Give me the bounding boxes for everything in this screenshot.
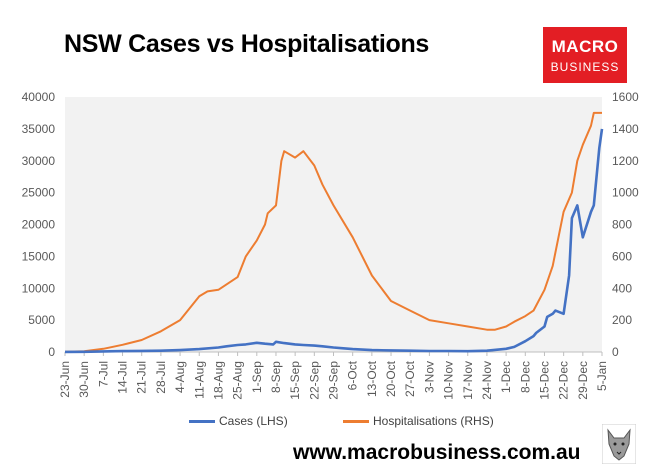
right-tick-label: 1400 (612, 122, 639, 136)
right-axis-ticks: 0 200 400 600 800 1000 1200 1400 1600 (612, 90, 639, 359)
x-tick-label: 4-Aug (173, 361, 187, 393)
left-tick-label: 0 (48, 345, 55, 359)
x-tick-label: 1-Sep (250, 361, 264, 393)
series-line-hospitalisations (64, 111, 602, 353)
legend-label-cases: Cases (LHS) (219, 414, 288, 428)
right-tick-label: 1200 (612, 154, 639, 168)
logo-line-2: BUSINESS (550, 60, 620, 74)
left-tick-label: 30000 (22, 154, 56, 168)
x-tick-label: 21-Jul (135, 361, 149, 394)
x-tick-label: 11-Aug (192, 361, 206, 399)
left-tick-label: 35000 (22, 122, 56, 136)
x-tick-label: 29-Sep (327, 361, 341, 400)
right-tick-label: 1600 (612, 90, 639, 104)
left-tick-label: 15000 (22, 249, 56, 263)
legend-swatch-hospitalisations (343, 420, 369, 424)
x-tick-label: 29-Dec (576, 361, 590, 400)
x-tick-label: 24-Nov (480, 361, 494, 400)
x-tick-label: 25-Aug (231, 361, 245, 400)
x-tick-label: 15-Dec (537, 361, 551, 400)
x-tick-label: 30-Jun (77, 361, 91, 398)
x-axis-ticks: 23-Jun 30-Jun 7-Jul 14-Jul 21-Jul 28-Jul 4-Aug… (58, 352, 609, 400)
right-tick-label: 200 (612, 313, 632, 327)
right-tick-label: 800 (612, 218, 632, 232)
wolf-logo-icon (602, 424, 636, 464)
chart-title: NSW Cases vs Hospitalisations (64, 30, 430, 58)
x-tick-label: 22-Dec (557, 361, 571, 400)
x-tick-label: 1-Dec (499, 361, 513, 393)
series-layer (64, 111, 604, 354)
x-tick-label: 8-Sep (269, 361, 283, 393)
x-tick-label: 6-Oct (346, 360, 360, 390)
x-tick-label: 23-Jun (58, 361, 72, 398)
x-tick-label: 10-Nov (442, 361, 456, 400)
logo-line-1: MACRO (551, 37, 619, 56)
x-tick-label: 20-Oct (384, 360, 398, 397)
x-tick-label: 17-Nov (461, 361, 475, 400)
legend-label-hospitalisations: Hospitalisations (RHS) (373, 414, 494, 428)
x-tick-label: 7-Jul (96, 361, 110, 387)
x-tick-label: 13-Oct (365, 360, 379, 397)
series-line-cases (64, 128, 604, 354)
x-tick-label: 5-Jan (595, 361, 609, 391)
left-tick-label: 40000 (22, 90, 56, 104)
legend-swatch-cases (189, 420, 215, 424)
plot-area (65, 97, 602, 352)
legend-cases: Cases (LHS) (189, 414, 288, 428)
left-tick-label: 5000 (28, 313, 55, 327)
left-tick-label: 25000 (22, 186, 56, 200)
right-tick-label: 0 (612, 345, 619, 359)
macrobusiness-logo: MACRO BUSINESS (543, 27, 627, 83)
right-tick-label: 600 (612, 249, 632, 263)
x-tick-label: 27-Oct (403, 360, 417, 397)
x-tick-label: 22-Sep (307, 361, 321, 400)
right-tick-label: 400 (612, 281, 632, 295)
x-tick-label: 28-Jul (154, 361, 168, 394)
right-tick-label: 1000 (612, 186, 639, 200)
x-tick-label: 8-Dec (518, 361, 532, 393)
legend-hospitalisations: Hospitalisations (RHS) (343, 414, 494, 428)
x-tick-label: 14-Jul (116, 361, 130, 394)
x-tick-label: 15-Sep (288, 361, 302, 400)
left-tick-label: 20000 (22, 218, 56, 232)
x-tick-label: 18-Aug (211, 361, 225, 400)
left-tick-label: 10000 (22, 281, 56, 295)
left-axis-ticks: 0 5000 10000 15000 20000 25000 30000 35000 40000 (22, 90, 56, 359)
x-tick-label: 3-Nov (422, 361, 436, 393)
footer-url: www.macrobusiness.com.au (293, 441, 581, 464)
